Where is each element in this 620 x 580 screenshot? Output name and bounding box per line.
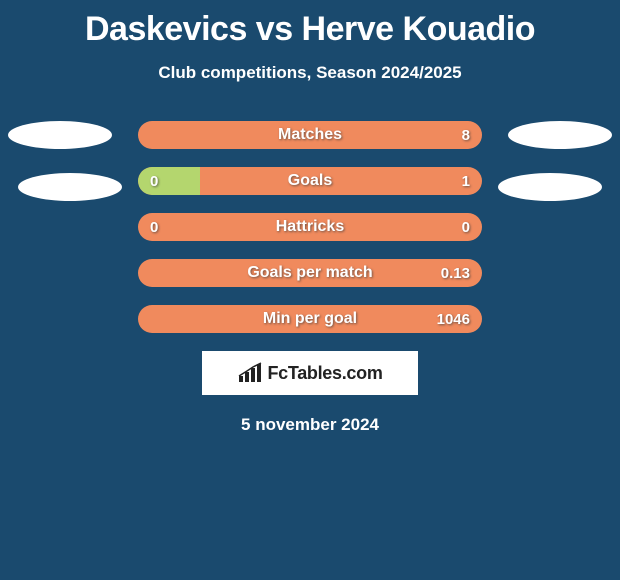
bar-row-goals: 0 Goals 1 [138,167,482,195]
bar-label: Hattricks [138,213,482,241]
brand-box: FcTables.com [202,351,418,395]
player-right-ellipse-2 [498,173,602,201]
bar-value-right: 0.13 [441,259,470,287]
brand-inner: FcTables.com [237,362,382,384]
bar-label: Matches [138,121,482,149]
bar-label: Min per goal [138,305,482,333]
comparison-bars: Matches 8 0 Goals 1 0 Hattricks 0 Goals … [138,121,482,333]
player-right-ellipse-1 [508,121,612,149]
bar-fill [138,167,200,195]
bar-row-goals-per-match: Goals per match 0.13 [138,259,482,287]
bar-row-matches: Matches 8 [138,121,482,149]
bar-value-left: 0 [150,213,158,241]
brand-bars-icon [237,362,263,384]
brand-text: FcTables.com [267,363,382,384]
bar-row-hattricks: 0 Hattricks 0 [138,213,482,241]
bar-value-right: 1 [462,167,470,195]
bar-value-right: 0 [462,213,470,241]
comparison-area: Matches 8 0 Goals 1 0 Hattricks 0 Goals … [0,121,620,435]
date-label: 5 november 2024 [0,415,620,435]
page-title: Daskevics vs Herve Kouadio [0,0,620,49]
player-left-ellipse-2 [18,173,122,201]
bar-value-right: 1046 [437,305,470,333]
player-left-ellipse-1 [8,121,112,149]
bar-label: Goals per match [138,259,482,287]
bar-value-left: 0 [150,167,158,195]
bar-value-right: 8 [462,121,470,149]
subtitle: Club competitions, Season 2024/2025 [0,63,620,83]
bar-row-min-per-goal: Min per goal 1046 [138,305,482,333]
